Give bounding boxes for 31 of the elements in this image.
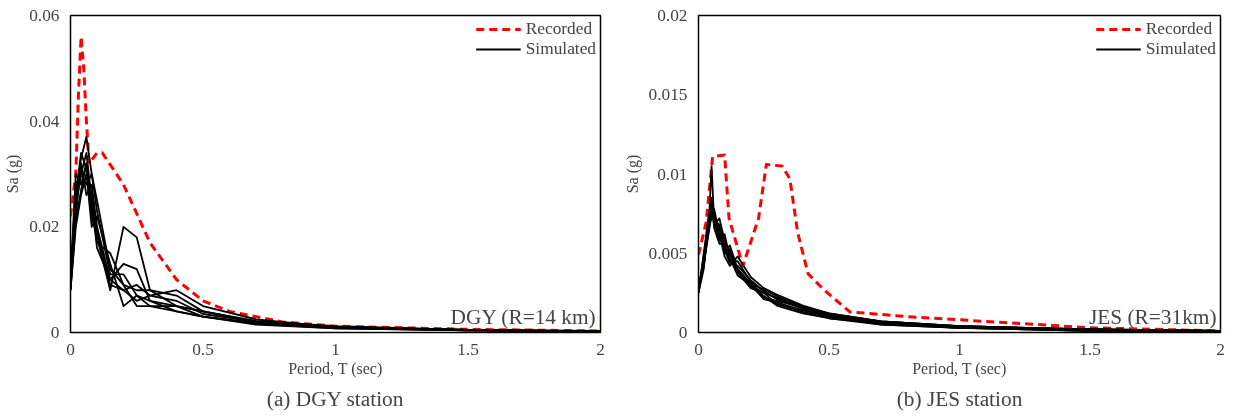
x-tick-label: 1.5 xyxy=(457,339,479,359)
y-tick-label: 0 xyxy=(50,323,60,342)
legend-label: Recorded xyxy=(1145,19,1213,39)
x-tick-label: 1.5 xyxy=(1079,339,1101,359)
y-tick-label: 0.02 xyxy=(657,6,688,25)
y-tick-label: 0 xyxy=(678,323,688,342)
y-tick-label: 0.01 xyxy=(657,164,688,184)
x-tick-label: 0 xyxy=(694,339,703,359)
x-tick-label: 0 xyxy=(66,339,75,359)
legend-label: Recorded xyxy=(525,19,593,39)
y-axis-title: Sa (g) xyxy=(623,154,642,194)
y-tick-label: 0.015 xyxy=(648,85,688,105)
y-tick-label: 0.04 xyxy=(29,111,60,131)
x-tick-label: 2 xyxy=(1216,339,1225,359)
y-axis-title: Sa (g) xyxy=(4,154,23,194)
x-tick-label: 0.5 xyxy=(192,339,214,359)
annotation: DGY (R=14 km) xyxy=(450,304,596,329)
legend-label: Simulated xyxy=(525,39,596,59)
x-tick-label: 2 xyxy=(596,339,605,359)
x-tick-label: 1 xyxy=(955,339,964,359)
x-axis-title: Period, T (sec) xyxy=(912,359,1007,378)
y-tick-label: 0.005 xyxy=(648,243,688,263)
x-tick-label: 0.5 xyxy=(818,339,840,359)
x-axis-title: Period, T (sec) xyxy=(288,359,383,378)
legend-label: Simulated xyxy=(1145,39,1216,59)
text: (b) JES station xyxy=(896,386,1023,411)
y-tick-label: 0.06 xyxy=(29,6,60,25)
x-tick-label: 1 xyxy=(331,339,340,359)
text: (a) DGY station xyxy=(266,386,404,411)
y-tick-label: 0.02 xyxy=(29,217,60,237)
annotation: JES (R=31km) xyxy=(1088,304,1217,329)
